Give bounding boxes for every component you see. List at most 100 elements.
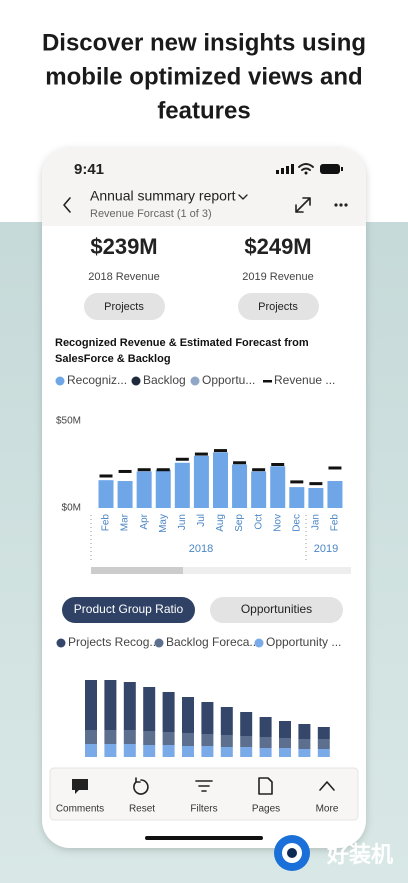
- chart-title: SalesForce & Backlog: [55, 353, 171, 365]
- back-button[interactable]: [63, 197, 71, 213]
- report-subtitle: Revenue Forcast (1 of 3): [90, 208, 212, 220]
- x-tick-label: Nov: [272, 514, 283, 532]
- legend-swatch: [254, 638, 264, 648]
- ribbon-segment: [298, 724, 311, 739]
- legend-label: Recogniz...: [67, 373, 127, 387]
- legend-swatch: [56, 638, 66, 648]
- bar: [327, 481, 343, 508]
- ribbon-segment: [317, 727, 330, 739]
- ribbon-segment: [220, 735, 233, 747]
- app-header: [42, 148, 366, 226]
- ribbon-segment: [259, 717, 272, 737]
- x-tick-label: Apr: [139, 513, 150, 529]
- nav-label[interactable]: More: [316, 804, 339, 815]
- x-tick-label: Feb: [101, 514, 112, 532]
- bar: [117, 481, 133, 508]
- scroll-thumb[interactable]: [91, 567, 183, 574]
- forecast-marker: [194, 452, 208, 456]
- ribbon-segment: [143, 731, 156, 745]
- forecast-marker: [213, 449, 227, 453]
- kpi-button[interactable]: [238, 293, 319, 320]
- status-time: 9:41: [74, 161, 104, 178]
- headline: features: [157, 97, 250, 124]
- ribbon-segment: [240, 747, 253, 757]
- kpi-label: 2018 Revenue: [88, 271, 160, 283]
- kpi-button[interactable]: [84, 293, 165, 320]
- ribbon-segment: [85, 744, 97, 757]
- forecast-marker: [328, 466, 342, 470]
- nav-label[interactable]: Reset: [129, 804, 155, 815]
- watermark-text: 好装机: [326, 842, 393, 867]
- bar: [251, 471, 267, 508]
- forecast-marker: [233, 461, 247, 465]
- more-button[interactable]: [334, 203, 348, 207]
- x-tick-label: Jan: [311, 514, 322, 530]
- forecast-marker: [156, 468, 170, 472]
- legend-label: Opportunity ...: [266, 635, 341, 649]
- kpi-label: 2019 Revenue: [242, 271, 314, 283]
- x-tick-label: Mar: [120, 513, 131, 531]
- nav-label[interactable]: Filters: [190, 804, 217, 815]
- bar: [289, 487, 305, 508]
- legend-swatch: [190, 376, 200, 386]
- report-title[interactable]: Annual summary report: [90, 188, 236, 204]
- ribbon-segment: [123, 730, 136, 744]
- year-label: 2018: [189, 543, 213, 555]
- ribbon-segment: [240, 736, 253, 747]
- ribbon-segment: [201, 746, 214, 757]
- ribbon-segment: [317, 739, 330, 749]
- toggle-button-label[interactable]: Product Group Ratio: [74, 602, 184, 616]
- ribbon-segment: [298, 739, 311, 749]
- ribbon-segment: [85, 730, 97, 744]
- toggle-button[interactable]: [62, 597, 195, 623]
- forecast-marker: [118, 469, 132, 473]
- bar: [270, 466, 286, 508]
- forecast-marker: [175, 457, 189, 461]
- ribbon-segment: [259, 748, 272, 757]
- nav-label[interactable]: Comments: [56, 804, 104, 815]
- ribbon-segment: [123, 682, 136, 730]
- ribbon-segment: [220, 707, 233, 735]
- report-dropdown[interactable]: [238, 194, 248, 200]
- kpi-button-label[interactable]: Projects: [258, 301, 298, 313]
- chart-title: Recognized Revenue & Estimated Forecast …: [55, 337, 309, 349]
- bar: [212, 452, 228, 508]
- ribbon-segment: [85, 680, 97, 730]
- bar: [136, 471, 152, 508]
- ribbon-segment: [201, 702, 214, 734]
- x-tick-label: Jun: [177, 514, 188, 530]
- toggle-button[interactable]: [210, 597, 343, 623]
- forecast-marker: [99, 474, 113, 478]
- y-tick-label: $50M: [56, 416, 81, 427]
- ribbon-segment: [201, 734, 214, 746]
- legend-swatch: [263, 380, 272, 383]
- bar: [232, 464, 248, 508]
- ribbon-segment: [182, 697, 194, 733]
- legend-swatch: [154, 638, 164, 648]
- ribbon-segment: [123, 744, 136, 757]
- ribbon-segment: [143, 745, 156, 757]
- nav-label[interactable]: Pages: [252, 804, 280, 815]
- legend-label: Projects Recog...: [68, 635, 159, 649]
- bar: [155, 469, 171, 508]
- forecast-marker: [271, 463, 285, 466]
- headline: Discover new insights using: [42, 29, 366, 56]
- forecast-marker: [252, 468, 266, 472]
- expand-button[interactable]: [295, 197, 311, 213]
- bottom-nav: [49, 767, 359, 821]
- status-icons: [276, 163, 343, 175]
- ribbon-segment: [279, 748, 291, 757]
- ribbon-segment: [220, 747, 233, 757]
- kpi-button-label[interactable]: Projects: [104, 301, 144, 313]
- toggle-button-label[interactable]: Opportunities: [241, 602, 312, 616]
- headline: mobile optimized views and: [45, 63, 362, 90]
- x-tick-label: May: [158, 514, 169, 533]
- ribbon-segment: [104, 744, 117, 757]
- year-label: 2019: [314, 543, 338, 555]
- forecast-marker: [309, 482, 323, 486]
- bar: [174, 462, 190, 508]
- x-tick-label: Aug: [215, 514, 226, 532]
- x-tick-label: Oct: [253, 514, 264, 530]
- ribbon-segment: [317, 749, 330, 757]
